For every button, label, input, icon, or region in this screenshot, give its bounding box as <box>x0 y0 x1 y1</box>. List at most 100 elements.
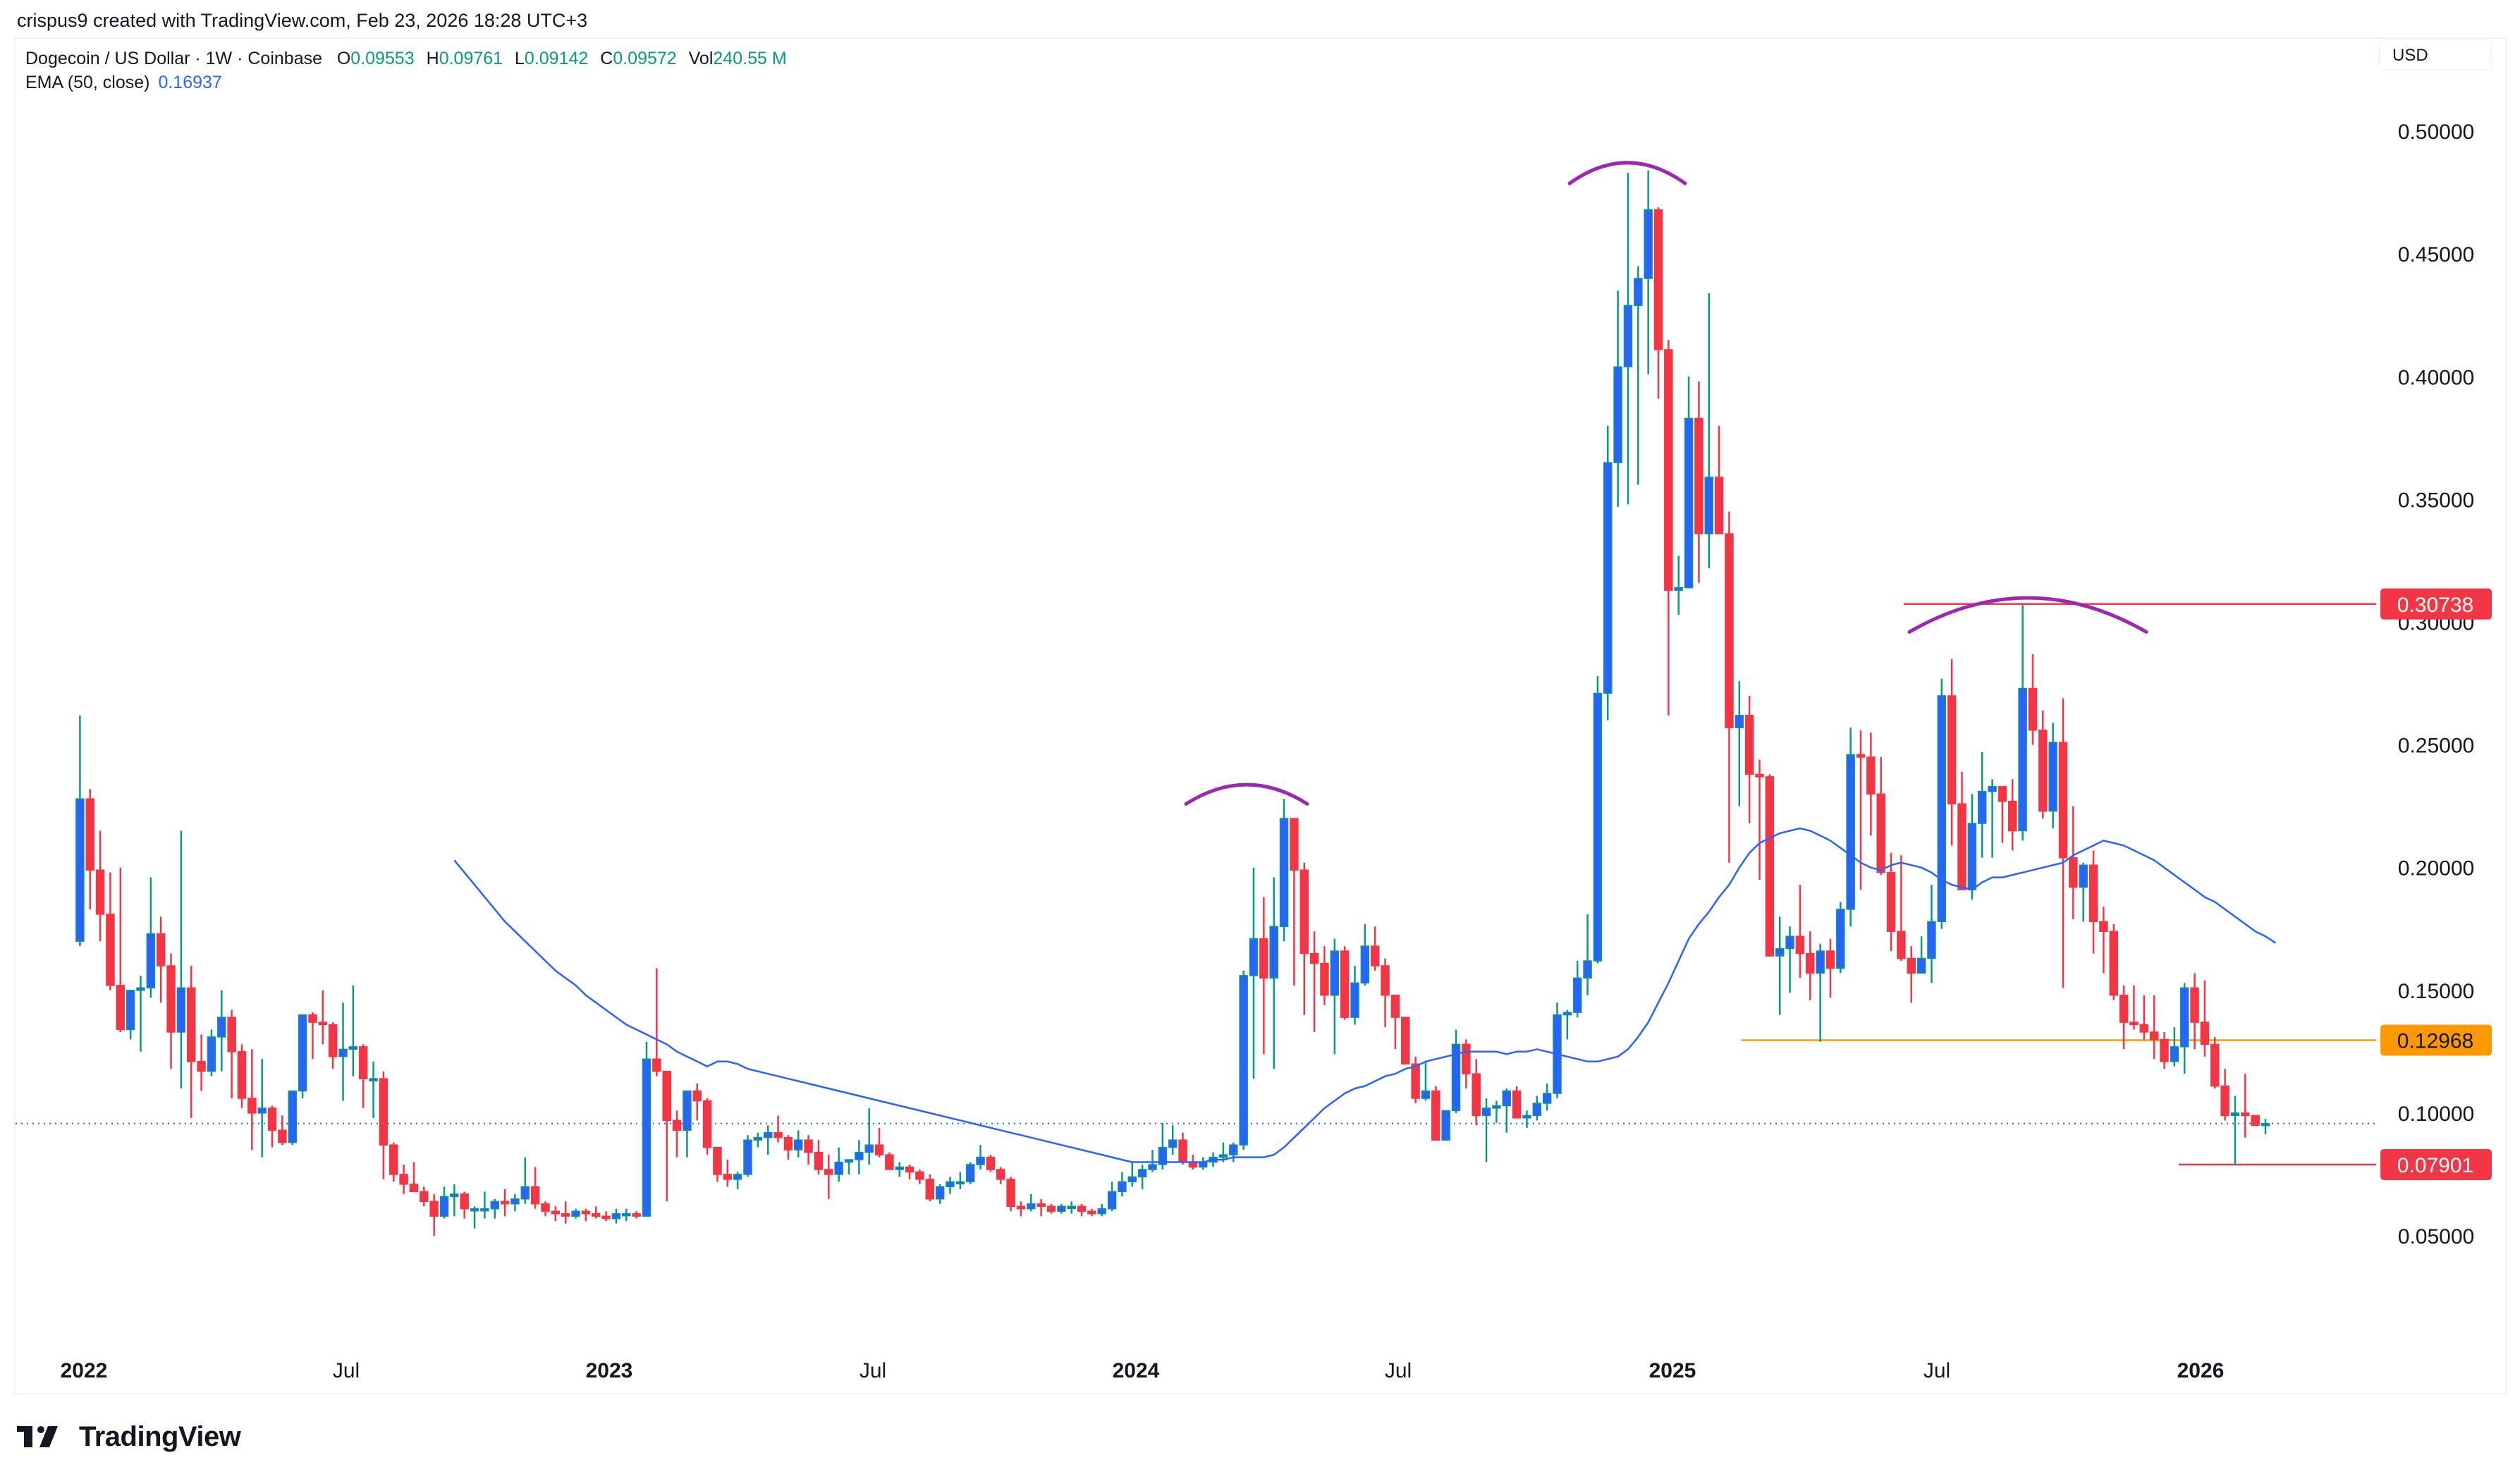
support-price-badge: 0.12968 <box>2380 1024 2492 1056</box>
candle <box>672 1110 682 1158</box>
candle <box>844 1159 854 1174</box>
chart-frame <box>14 37 2507 1394</box>
candle <box>1411 1056 1420 1103</box>
candle <box>1795 885 1805 978</box>
price-tick-label: 0.15000 <box>2398 980 2474 1003</box>
candle <box>1299 862 1309 1015</box>
candle <box>1269 877 1278 1069</box>
ema-50-line <box>453 827 2276 1163</box>
candle <box>692 1084 702 1121</box>
candle <box>267 1105 277 1148</box>
candle <box>348 985 358 1076</box>
svg-text:0.12968: 0.12968 <box>2397 1030 2473 1053</box>
candle <box>662 1070 671 1202</box>
candle <box>136 975 145 1052</box>
candle <box>420 1186 429 1207</box>
price-axis[interactable]: 0.500000.450000.400000.350000.300000.250… <box>2398 121 2474 1248</box>
candle <box>1441 1110 1450 1141</box>
candle <box>1350 965 1359 1025</box>
pattern-arc[interactable] <box>1907 596 2148 634</box>
currency-button[interactable]: USD <box>2379 39 2492 70</box>
candle <box>1199 1157 1208 1170</box>
candle <box>834 1147 843 1182</box>
candle <box>409 1162 419 1193</box>
candle <box>946 1177 955 1194</box>
candle <box>1806 931 1815 1000</box>
candle <box>1634 266 1643 485</box>
candle <box>429 1193 439 1236</box>
attribution-text: crispus9 created with TradingView.com, F… <box>17 10 588 31</box>
candle <box>176 830 186 1089</box>
time-axis[interactable]: 2022 Jul 2023 Jul 2024 Jul 2025 Jul 2026 <box>61 1359 2225 1382</box>
candle <box>1118 1172 1127 1197</box>
candle <box>2149 995 2159 1060</box>
candle <box>2069 806 2078 919</box>
candle <box>166 953 176 1069</box>
candle <box>601 1211 611 1222</box>
candle <box>2088 850 2098 954</box>
ema-label: EMA (50, close) <box>25 73 150 92</box>
candle <box>257 1059 267 1158</box>
candle <box>773 1115 783 1143</box>
candle <box>2261 1119 2270 1134</box>
candle <box>1431 1086 1441 1141</box>
candle <box>622 1208 631 1222</box>
candle <box>197 1034 206 1091</box>
candle <box>2099 907 2108 974</box>
ema-legend-row[interactable]: EMA (50, close) 0.16937 <box>25 70 794 94</box>
pattern-arc[interactable] <box>1184 783 1309 806</box>
candle <box>1492 1100 1501 1123</box>
candle <box>885 1152 894 1170</box>
pattern-arc[interactable] <box>1567 161 1687 185</box>
candle <box>652 968 661 1076</box>
candle <box>1998 786 2007 843</box>
low-price-badge: 0.07901 <box>2380 1148 2492 1180</box>
candle <box>106 872 115 990</box>
resistance-price-badge: 0.30738 <box>2380 588 2492 620</box>
candle <box>450 1184 459 1217</box>
candle <box>581 1208 591 1222</box>
candle <box>1664 340 1673 716</box>
candle <box>1725 511 1734 863</box>
candle <box>783 1135 793 1160</box>
candle <box>1249 867 1259 1079</box>
candle <box>520 1157 530 1204</box>
symbol-legend-row[interactable]: Dogecoin / US Dollar · 1W · Coinbase O0.… <box>25 47 794 70</box>
candle <box>1502 1088 1511 1133</box>
close-label: C <box>600 49 613 68</box>
candle <box>1168 1125 1178 1155</box>
candle <box>1522 1110 1531 1128</box>
candle <box>1988 779 1997 858</box>
candle <box>379 1071 389 1179</box>
tradingview-logo[interactable]: TradingView <box>17 1420 241 1452</box>
candle <box>399 1165 408 1194</box>
candle <box>1593 676 1603 964</box>
candle <box>288 1090 297 1146</box>
candle <box>541 1201 550 1217</box>
candle <box>247 1049 257 1150</box>
candle <box>2241 1074 2250 1138</box>
price-tick-label: 0.25000 <box>2398 735 2474 758</box>
candle <box>1846 728 1855 927</box>
candle <box>1775 916 1785 1015</box>
time-tick-label: Jul <box>333 1359 360 1382</box>
candle <box>571 1208 580 1219</box>
candle <box>1704 293 1713 568</box>
candle <box>1239 970 1248 1150</box>
candle <box>1735 681 1744 806</box>
candle <box>1572 961 1582 1018</box>
candle <box>683 1090 692 1158</box>
candle <box>1127 1162 1137 1187</box>
candle <box>2160 1031 2169 1069</box>
candle <box>2038 710 2048 819</box>
candle <box>1067 1201 1076 1214</box>
candle <box>369 1061 378 1118</box>
candle <box>1259 897 1268 1055</box>
candle <box>1603 425 1613 720</box>
candle <box>116 867 126 1032</box>
logo-text: TradingView <box>79 1420 241 1452</box>
low-value: 0.09142 <box>524 49 589 68</box>
candle <box>1077 1203 1087 1217</box>
candle <box>2079 862 2088 922</box>
